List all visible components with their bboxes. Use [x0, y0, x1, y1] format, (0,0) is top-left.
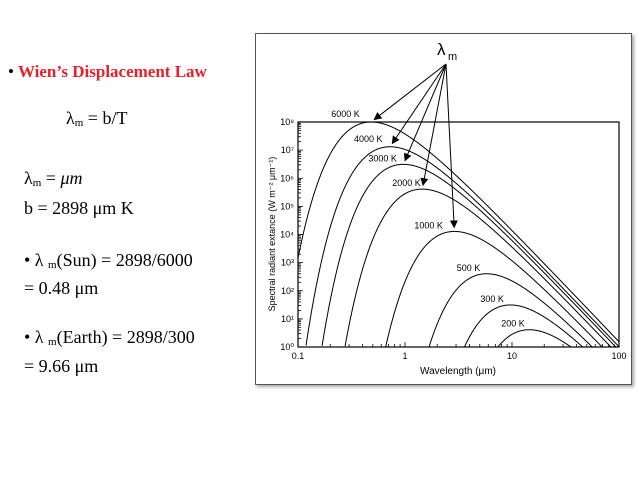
x-axis-label: Wavelength (μm)	[420, 366, 496, 377]
series-label-200k: 200 K	[501, 319, 525, 329]
series-label-300k: 300 K	[480, 294, 504, 304]
y-tick-label: 10⁸	[280, 117, 294, 127]
series-label-4000k: 4000 K	[354, 134, 383, 144]
constant-line: b = 2898 μm K	[24, 198, 134, 218]
curve-300k	[463, 304, 584, 348]
sun-sub: m	[48, 259, 57, 271]
eq-sub: m	[74, 117, 84, 129]
y-tick-label: 10²	[281, 286, 294, 296]
plot-frame	[297, 121, 620, 348]
earth-pre: • λ	[24, 327, 49, 347]
y-tick-label: 10¹	[281, 314, 294, 324]
y-tick-label: 10⁷	[281, 145, 294, 155]
earth-result: = 9.66 μm	[24, 356, 99, 376]
curves-layer: 6000 K 4000 K 3000 K 2000 K 1000 K 500 K 300 K…	[297, 109, 620, 348]
l1-eq: =	[41, 168, 61, 188]
sun-pre: • λ	[24, 250, 49, 270]
series-label-2000k: 2000 K	[392, 178, 421, 188]
curve-6000k	[297, 121, 620, 343]
y-tick-label: 10⁰	[280, 342, 294, 352]
peak-arrow	[391, 63, 447, 145]
planck-chart: 6000 K 4000 K 3000 K 2000 K 1000 K 500 K 300 K…	[267, 40, 627, 377]
series-label-500k: 500 K	[457, 263, 481, 273]
l1-lambda: λ	[24, 168, 33, 188]
lambda-m-label: λ m	[437, 40, 457, 63]
eq-rhs: = b/T	[83, 108, 128, 128]
curve-200k	[497, 329, 572, 348]
earth-post: (Earth) = 2898/300	[56, 327, 195, 347]
sun-result: = 0.48 μm	[24, 278, 99, 298]
planck-figure: 6000 K 4000 K 3000 K 2000 K 1000 K 500 K 300 K…	[255, 33, 632, 385]
sun-post: (Sun) = 2898/6000	[56, 250, 193, 270]
arrows-layer	[373, 63, 458, 229]
y-axis-label: Spectral radiant extance (W m⁻² μm⁻¹)	[267, 157, 277, 312]
y-tick-label: 10⁶	[280, 173, 294, 183]
earth-sub: m	[48, 336, 57, 348]
curve-4000k	[305, 146, 620, 348]
curve-500k	[428, 273, 594, 348]
eq-lambda: λ	[66, 108, 75, 128]
x-tick-label: 0.1	[292, 351, 305, 361]
l1-unit: μm	[60, 168, 83, 188]
ticks-layer: 0.1 1 10 100 10⁰ 10¹ 10² 10³ 10⁴ 10⁵ 10⁶ 10⁷ 10⁸	[280, 117, 626, 361]
lambda-unit-line: λm = μm	[24, 168, 83, 189]
series-label-1000k: 1000 K	[414, 220, 443, 230]
x-tick-label: 1	[402, 351, 407, 361]
title-text: Wien’s Displacement Law	[17, 62, 207, 81]
y-tick-label: 10³	[281, 258, 294, 268]
x-tick-label: 100	[611, 351, 626, 361]
peak-label-lambda: λ	[437, 40, 446, 59]
series-label-3000k: 3000 K	[368, 153, 397, 163]
sun-line: • λ m(Sun) = 2898/6000	[24, 250, 193, 271]
y-tick-label: 10⁵	[280, 201, 294, 211]
peak-label-sub: m	[448, 51, 457, 63]
curve-2000k	[344, 188, 612, 348]
title-bullet: •	[8, 62, 14, 81]
earth-line: • λ m(Earth) = 2898/300	[24, 327, 195, 348]
slide-title: • Wien’s Displacement Law	[8, 62, 207, 82]
peak-arrow	[404, 63, 447, 162]
series-label-6000k: 6000 K	[331, 109, 360, 119]
curve-1000k	[385, 230, 603, 348]
wien-equation: λm = b/T	[66, 108, 127, 129]
peak-arrow	[420, 63, 447, 187]
l1-sub: m	[32, 177, 42, 189]
peak-arrow	[445, 63, 458, 229]
curve-3000k	[321, 163, 617, 348]
x-tick-label: 10	[507, 351, 517, 361]
peak-arrow	[373, 63, 447, 121]
y-tick-label: 10⁴	[280, 230, 294, 240]
